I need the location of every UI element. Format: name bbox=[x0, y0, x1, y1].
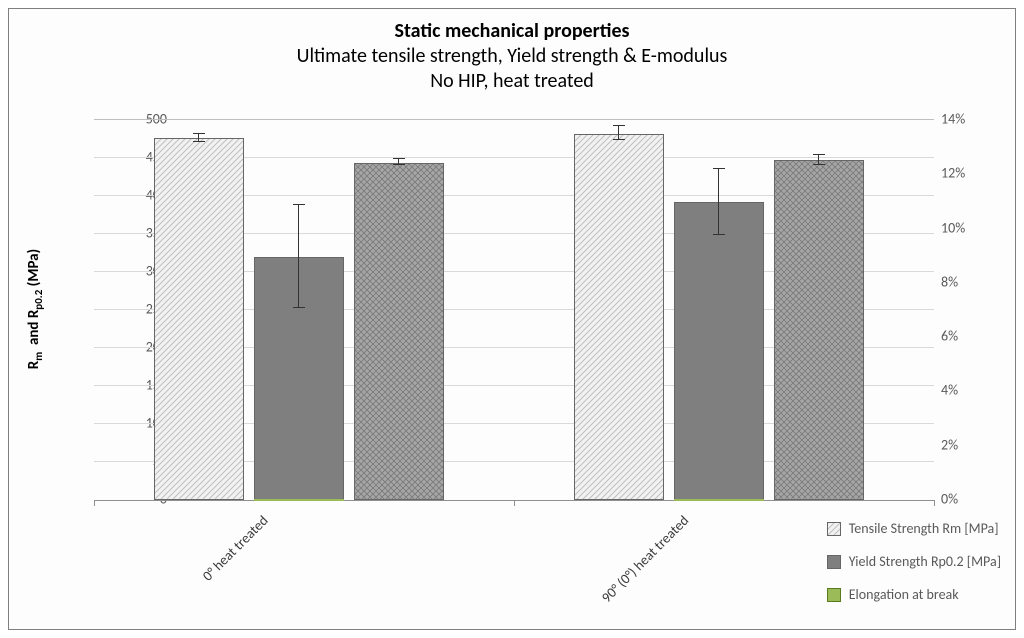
legend-item-elongation: Elongation at break bbox=[827, 586, 1001, 603]
bar-yield-0 bbox=[254, 257, 344, 500]
legend-item-yield: Yield Strength Rp0.2 [MPa] bbox=[827, 553, 1001, 570]
y-right-tick: 10% bbox=[941, 219, 1001, 236]
bar-elongation-90 bbox=[674, 499, 764, 501]
chart-title-sub2: No HIP, heat treated bbox=[9, 69, 1015, 94]
legend-item-tensile: Tensile Strength Rm [MPa] bbox=[827, 520, 1001, 537]
bar-emod-0 bbox=[354, 163, 444, 500]
bar-tensile-90 bbox=[574, 134, 664, 500]
legend-swatch-diag-icon bbox=[827, 522, 841, 536]
bar-yield-90 bbox=[674, 202, 764, 500]
y-right-tick: 8% bbox=[941, 273, 1001, 290]
x-tick bbox=[94, 500, 95, 506]
hatch-diag-icon bbox=[575, 135, 663, 499]
y-right-tick: 14% bbox=[941, 111, 1001, 128]
x-tick bbox=[514, 500, 515, 506]
bar-tensile-0 bbox=[154, 138, 244, 500]
legend-label: Elongation at break bbox=[849, 586, 959, 603]
legend-swatch-solid-icon bbox=[827, 555, 841, 569]
y-axis-left-title: Rm and Rp0.2 (MPa) bbox=[25, 249, 45, 369]
chart-panel: Static mechanical properties Ultimate te… bbox=[8, 8, 1016, 630]
bar-group-0deg bbox=[154, 120, 494, 500]
y-right-tick: 6% bbox=[941, 328, 1001, 345]
legend: Tensile Strength Rm [MPa] Yield Strength… bbox=[827, 504, 1001, 619]
x-category-label: 90° (0°) heat treated bbox=[598, 512, 692, 606]
legend-swatch-elong-icon bbox=[827, 588, 841, 602]
bar-emod-90 bbox=[774, 160, 864, 500]
y-right-tick: 4% bbox=[941, 382, 1001, 399]
y-right-tick: 12% bbox=[941, 165, 1001, 182]
bar-elongation-0 bbox=[254, 499, 344, 501]
plot-area: 0° heat treated 90° (0°) heat treated bbox=[94, 119, 934, 501]
title-block: Static mechanical properties Ultimate te… bbox=[9, 9, 1015, 94]
hatch-diag-icon bbox=[155, 139, 243, 499]
x-category-label: 0° heat treated bbox=[199, 512, 272, 585]
chart-title-sub1: Ultimate tensile strength, Yield strengt… bbox=[9, 44, 1015, 69]
legend-label: Yield Strength Rp0.2 [MPa] bbox=[849, 553, 1001, 570]
y-right-tick: 2% bbox=[941, 436, 1001, 453]
hatch-cross-icon bbox=[775, 161, 863, 499]
bar-group-90deg bbox=[574, 120, 914, 500]
chart-title-main: Static mechanical properties bbox=[9, 19, 1015, 44]
legend-label: Tensile Strength Rm [MPa] bbox=[849, 520, 999, 537]
hatch-cross-icon bbox=[355, 164, 443, 499]
